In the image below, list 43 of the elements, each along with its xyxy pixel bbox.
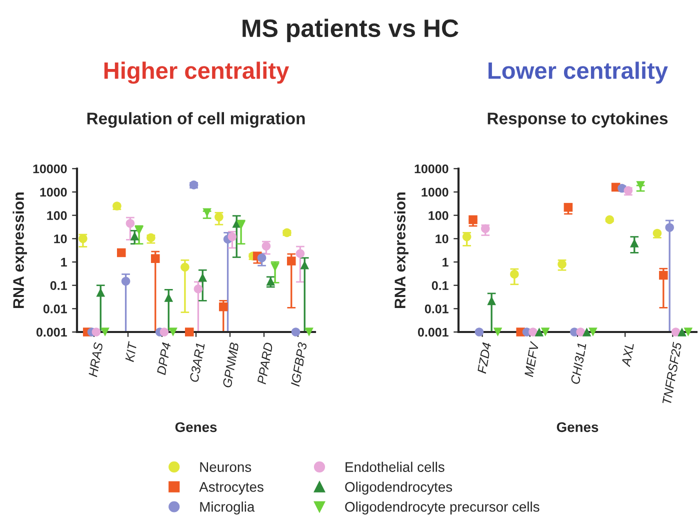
y-tick-label: 0.1: [50, 281, 67, 290]
y-tick-label: 10000: [414, 164, 448, 174]
y-tick-label: 1: [442, 258, 448, 267]
legend-label: Endothelial cells: [346, 462, 444, 472]
chart-title: Response to cytokines: [488, 112, 668, 128]
y-tick-label: 0.001: [418, 328, 448, 337]
x-tick-label: HRAS: [88, 342, 104, 378]
chart-subtitle: Lower centrality: [488, 62, 668, 84]
x-tick-label: TNFRSF25: [662, 342, 682, 404]
y-tick-label: 100: [47, 211, 67, 220]
x-tick-label: AXL: [621, 342, 634, 368]
text: MS patients vs HC: [242, 18, 458, 42]
y-tick-label: 10: [54, 234, 67, 244]
x-axis-title: Genes: [556, 422, 598, 432]
legend-label: Neurons: [200, 462, 252, 472]
y-tick-label: 1000: [40, 188, 67, 197]
x-tick-label: CHI3L1: [570, 342, 586, 384]
y-tick-label: 1000: [422, 188, 448, 197]
y-tick-label: 0.01: [43, 304, 67, 314]
chart-subtitle: Higher centrality: [104, 62, 290, 84]
x-tick-label: DPP4: [156, 342, 171, 376]
x-tick-label: PPARD: [257, 342, 273, 384]
x-axis-title: Genes: [175, 422, 217, 432]
y-tick-label: 100: [428, 211, 448, 220]
x-tick-label: GPNMB: [222, 342, 239, 388]
y-tick-label: 10: [436, 234, 448, 244]
y-tick-label: 1: [61, 258, 67, 267]
y-tick-label: 0.01: [424, 304, 448, 314]
x-tick-label: C3AR1: [189, 342, 205, 382]
chart-title: Regulation of cell migration: [87, 112, 305, 128]
y-tick-label: 0.1: [432, 281, 448, 290]
legend-label: Oligodendrocyte precursor cells: [345, 502, 540, 514]
legend-label: Astrocytes: [199, 482, 264, 495]
x-tick-label: KIT: [125, 341, 138, 362]
x-tick-label: FZD4: [477, 342, 492, 374]
legend-label: Microglia: [200, 502, 255, 514]
legend-label: Oligodendrocytes: [345, 482, 452, 495]
x-tick-label: MEFV: [524, 340, 539, 378]
y-tick-label: 10000: [33, 164, 67, 174]
y-axis-title: RNA expression: [394, 192, 408, 308]
y-axis-title: RNA expression: [12, 192, 27, 308]
x-tick-label: IGFBP3: [290, 342, 308, 387]
y-tick-label: 0.001: [36, 328, 67, 337]
